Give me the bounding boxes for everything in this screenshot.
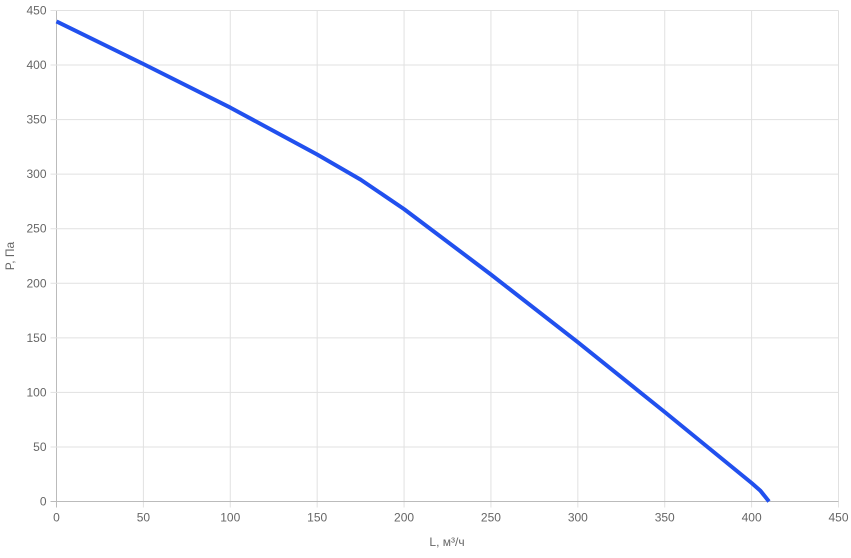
x-tick-label: 350 — [655, 511, 675, 525]
x-tick-label: 250 — [481, 511, 501, 525]
series-layer — [55, 19, 771, 503]
y-tick-label: 150 — [26, 331, 46, 345]
x-tick-label: 300 — [568, 511, 588, 525]
y-tick-label: 300 — [26, 167, 46, 181]
series-line — [55, 19, 771, 503]
y-tick-label: 50 — [33, 440, 47, 454]
x-tick-label: 100 — [220, 511, 240, 525]
tick-labels: 0 50 100 150 200 250 300 350 400 450 0 50 100 150 200 2… — [26, 4, 848, 525]
x-tick-label: 150 — [307, 511, 327, 525]
x-tick-label: 50 — [137, 511, 151, 525]
x-axis-label: L, м³/ч — [429, 535, 464, 549]
x-tick-label: 0 — [53, 511, 60, 525]
grid — [50, 10, 839, 508]
y-tick-label: 400 — [26, 58, 46, 72]
y-tick-label: 0 — [40, 495, 47, 509]
y-tick-label: 350 — [26, 113, 46, 127]
y-tick-label: 250 — [26, 222, 46, 236]
y-tick-label: 100 — [26, 385, 46, 399]
y-tick-label: 450 — [26, 4, 46, 18]
x-tick-label: 450 — [828, 511, 848, 525]
y-axis-label: P, Па — [3, 241, 17, 270]
x-tick-label: 400 — [742, 511, 762, 525]
y-tick-label: 200 — [26, 276, 46, 290]
x-tick-label: 200 — [394, 511, 414, 525]
